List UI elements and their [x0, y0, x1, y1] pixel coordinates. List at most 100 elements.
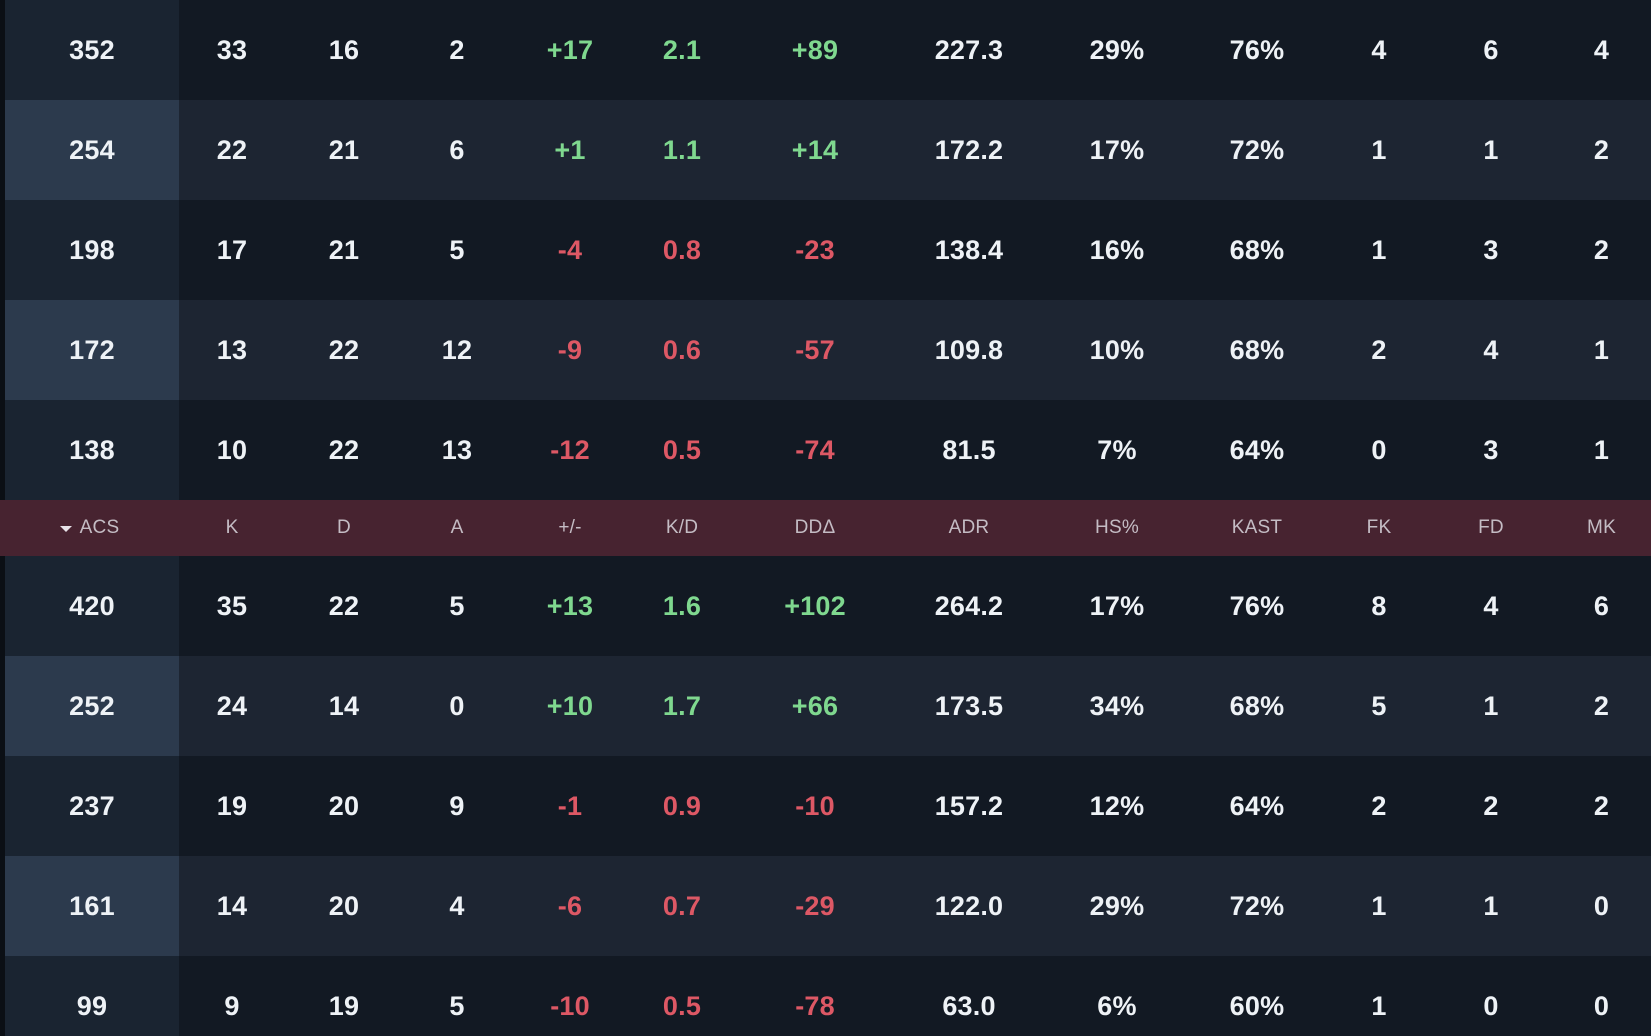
column-header-dd-delta[interactable]: DDΔ	[794, 517, 836, 538]
stat-hs: 16%	[1089, 234, 1145, 265]
stat-dd-delta: -29	[795, 890, 835, 921]
table-row: 161 14 20 4 -6 0.7 -29 122.0 29% 72% 1 1 0	[0, 856, 1651, 956]
table-row: 172 13 22 12 -9 0.6 -57 109.8 10% 68% 2 4 1	[0, 300, 1651, 400]
stat-assists: 2	[449, 34, 465, 65]
stat-multi-kills: 0	[1593, 890, 1610, 921]
stat-first-kills: 1	[1371, 990, 1387, 1021]
stat-first-kills: 2	[1371, 334, 1387, 365]
stat-hs: 29%	[1089, 890, 1145, 921]
stat-dd-delta: +89	[791, 34, 839, 65]
column-header-hs[interactable]: HS%	[1095, 517, 1139, 538]
stat-kills: 10	[216, 434, 248, 465]
stat-multi-kills: 1	[1593, 334, 1610, 365]
stat-kills: 9	[224, 990, 240, 1021]
stat-kd: 1.6	[662, 590, 702, 621]
stat-plus-minus: +17	[546, 34, 594, 65]
stat-kd: 0.5	[662, 990, 702, 1021]
stat-acs: 254	[5, 100, 179, 200]
column-header-acs[interactable]: ACS	[0, 517, 179, 539]
stat-dd-delta: -10	[795, 790, 835, 821]
stat-kast: 72%	[1229, 134, 1285, 165]
stat-deaths: 21	[328, 134, 360, 165]
stat-kills: 14	[216, 890, 248, 921]
stat-acs: 352	[5, 0, 179, 100]
stat-multi-kills: 2	[1593, 690, 1610, 721]
stat-deaths: 16	[328, 34, 360, 65]
stat-first-deaths: 2	[1483, 790, 1499, 821]
stat-assists: 0	[449, 690, 465, 721]
stat-dd-delta: -74	[795, 434, 835, 465]
stat-plus-minus: -10	[550, 990, 590, 1021]
column-header-kast[interactable]: KAST	[1231, 517, 1283, 538]
stat-adr: 227.3	[934, 34, 1004, 65]
stat-acs: 161	[5, 856, 179, 956]
stat-dd-delta: +14	[791, 134, 839, 165]
stat-multi-kills: 6	[1593, 590, 1610, 621]
stat-hs: 6%	[1097, 990, 1137, 1021]
stat-deaths: 22	[328, 590, 360, 621]
stat-first-deaths: 1	[1483, 134, 1499, 165]
stat-multi-kills: 4	[1593, 34, 1610, 65]
stat-deaths: 22	[328, 334, 360, 365]
stat-kills: 33	[216, 34, 248, 65]
stat-first-kills: 2	[1371, 790, 1387, 821]
stat-assists: 5	[449, 590, 465, 621]
column-header-d[interactable]: D	[337, 517, 351, 538]
column-header-mk[interactable]: MK	[1587, 517, 1616, 538]
stat-first-deaths: 6	[1483, 34, 1499, 65]
column-header-a[interactable]: A	[450, 517, 464, 538]
column-header-k[interactable]: K	[225, 517, 239, 538]
stat-dd-delta: +102	[784, 590, 846, 621]
stat-hs: 17%	[1089, 134, 1145, 165]
stat-kast: 64%	[1229, 434, 1285, 465]
column-header-fd[interactable]: FD	[1478, 517, 1504, 538]
column-header-plus-minus[interactable]: +/-	[558, 517, 582, 538]
stat-kast: 68%	[1229, 334, 1285, 365]
stat-dd-delta: -23	[795, 234, 835, 265]
stat-first-kills: 1	[1371, 134, 1387, 165]
stat-plus-minus: +13	[546, 590, 594, 621]
stat-kast: 76%	[1229, 590, 1285, 621]
column-header-row: ACS K D A +/- K/D DDΔ ADR HS% KAST FK FD…	[0, 500, 1651, 556]
stat-first-kills: 0	[1371, 434, 1387, 465]
stat-plus-minus: -12	[550, 434, 590, 465]
stat-first-kills: 1	[1371, 234, 1387, 265]
stat-first-deaths: 0	[1483, 990, 1499, 1021]
table-row: 198 17 21 5 -4 0.8 -23 138.4 16% 68% 1 3 2	[0, 200, 1651, 300]
stat-acs: 99	[5, 956, 179, 1036]
stat-adr: 157.2	[934, 790, 1004, 821]
column-header-kd[interactable]: K/D	[665, 517, 699, 538]
stat-hs: 17%	[1089, 590, 1145, 621]
stat-first-kills: 1	[1371, 890, 1387, 921]
stat-assists: 5	[449, 234, 465, 265]
stat-multi-kills: 2	[1593, 134, 1610, 165]
stat-adr: 138.4	[934, 234, 1004, 265]
stat-kd: 0.9	[662, 790, 702, 821]
table-row: 352 33 16 2 +17 2.1 +89 227.3 29% 76% 4 6 4	[0, 0, 1651, 100]
stat-kd: 1.1	[662, 134, 702, 165]
stat-kast: 60%	[1229, 990, 1285, 1021]
table-row: 237 19 20 9 -1 0.9 -10 157.2 12% 64% 2 2 2	[0, 756, 1651, 856]
stat-adr: 172.2	[934, 134, 1004, 165]
stat-adr: 63.0	[942, 990, 996, 1021]
column-header-adr[interactable]: ADR	[948, 517, 990, 538]
stat-deaths: 14	[328, 690, 360, 721]
stat-kd: 0.8	[662, 234, 702, 265]
stat-adr: 173.5	[934, 690, 1004, 721]
stat-kills: 35	[216, 590, 248, 621]
stat-kd: 1.7	[662, 690, 702, 721]
stat-deaths: 20	[328, 890, 360, 921]
stat-hs: 29%	[1089, 34, 1145, 65]
stat-first-kills: 5	[1371, 690, 1387, 721]
stat-deaths: 21	[328, 234, 360, 265]
stat-multi-kills: 0	[1593, 990, 1610, 1021]
stat-acs: 420	[5, 556, 179, 656]
stat-kast: 68%	[1229, 234, 1285, 265]
stat-acs: 138	[5, 400, 179, 500]
stat-kills: 13	[216, 334, 248, 365]
stat-kills: 17	[216, 234, 248, 265]
stat-first-deaths: 3	[1483, 234, 1499, 265]
stat-kd: 0.5	[662, 434, 702, 465]
column-header-fk[interactable]: FK	[1366, 517, 1392, 538]
